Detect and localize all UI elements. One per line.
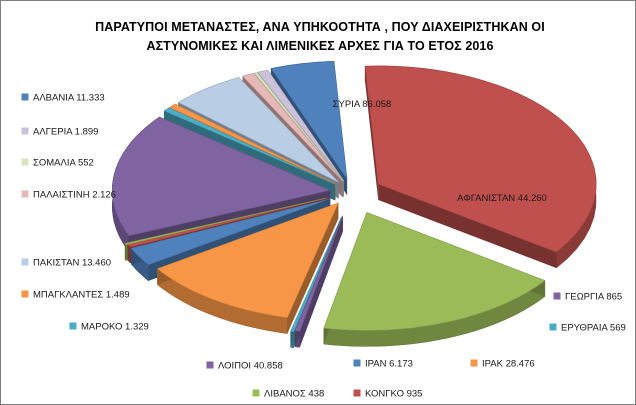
slice-ΑΦΓΑΝΙΣΤΑΝ	[323, 212, 546, 331]
slice-ΓΕΩΡΓΙΑ	[294, 215, 344, 332]
slice-label-ΚΟΝΓΚΟ: ΚΟΝΓΚΟ 935	[365, 389, 422, 400]
pie-labels: ΣΥΡΙΑ 86.058 ΑΦΓΑΝΙΣΤΑΝ 44.260 ΓΕΩΡΓΙΑ 865…	[21, 93, 626, 400]
slice-ΣΟΜΑΛΙΑ	[253, 72, 344, 182]
slice-ΜΑΡΟΚΟ	[163, 107, 336, 185]
legend-marker-ΙΡΑΚ	[470, 359, 478, 367]
legend-marker-ΣΟΜΑΛΙΑ	[21, 158, 29, 166]
chart-title: ΠΑΡΑΤΥΠΟΙ ΜΕΤΑΝΑΣΤΕΣ, ΑΝΑ ΥΠΗΚΟΟΤΗΤΑ , Π…	[40, 18, 600, 56]
slice-label-ΑΛΒΑΝΙΑ: ΑΛΒΑΝΙΑ 11.333	[33, 93, 105, 104]
slice-label-ΛΙΒΑΝΟΣ: ΛΙΒΑΝΟΣ 438	[264, 389, 324, 400]
slice-ΛΙΒΑΝΟΣ	[124, 197, 327, 246]
slice-label-ΜΠΑΓΚΛΑΝΤΕΣ: ΜΠΑΓΚΛΑΝΤΕΣ 1.489	[33, 290, 130, 301]
slice-face-4-0	[287, 202, 339, 334]
chart-title-line-1: ΠΑΡΑΤΥΠΟΙ ΜΕΤΑΝΑΣΤΕΣ, ΑΝΑ ΥΠΗΚΟΟΤΗΤΑ , Π…	[95, 20, 545, 34]
legend-marker-ΛΙΒΑΝΟΣ	[252, 389, 260, 397]
chart-title-line-2: ΑΣΤΥΝΟΜΙΚΕΣ ΚΑΙ ΛΙΜΕΝΙΚΕΣ ΑΡΧΕΣ ΓΙΑ ΤΟ Ε…	[146, 39, 494, 53]
slice-label-ΛΟΙΠΟΙ: ΛΟΙΠΟΙ 40.858	[218, 361, 283, 372]
slice-ΛΟΙΠΟΙ	[111, 116, 332, 237]
legend-marker-ΑΛΒΑΝΙΑ	[21, 93, 29, 101]
legend-marker-ΑΛΓΕΡΙΑ	[21, 127, 29, 135]
legend-marker-ΠΑΚΙΣΤΑΝ	[21, 258, 29, 266]
slice-ΕΡΥΘΡΑΙΑ	[290, 216, 342, 333]
slice-ΙΡΑΚ	[156, 202, 339, 318]
slice-label-ΓΕΩΡΓΙΑ: ΓΕΩΡΓΙΑ 865	[565, 292, 622, 303]
slice-label-ΑΦΓΑΝΙΣΤΑΝ: ΑΦΓΑΝΙΣΤΑΝ 44.260	[457, 193, 547, 204]
slice-ΑΛΓΕΡΙΑ	[257, 69, 345, 181]
slice-ΠΑΚΙΣΤΑΝ	[177, 77, 339, 183]
slice-ΣΥΡΙΑ	[364, 65, 597, 253]
pie-tops	[111, 60, 597, 333]
slice-face-0-1	[378, 183, 557, 269]
slice-label-ΜΑΡΟΚΟ: ΜΑΡΟΚΟ 1.329	[81, 322, 149, 333]
slice-label-ΠΑΚΙΣΤΑΝ: ΠΑΚΙΣΤΑΝ 13.460	[33, 258, 111, 269]
slice-label-ΣΥΡΙΑ: ΣΥΡΙΑ 86.058	[333, 99, 392, 110]
legend-marker-ΙΡΑΝ	[353, 359, 361, 367]
slice-label-ΙΡΑΚ: ΙΡΑΚ 28.476	[482, 359, 535, 370]
legend-marker-ΚΟΝΓΚΟ	[353, 389, 361, 397]
slice-label-ΣΟΜΑΛΙΑ: ΣΟΜΑΛΙΑ 552	[33, 158, 94, 169]
legend-marker-ΜΑΡΟΚΟ	[69, 322, 77, 330]
slice-ΜΠΑΓΚΛΑΝΤΕΣ	[168, 103, 336, 185]
slice-label-ΑΛΓΕΡΙΑ: ΑΛΓΕΡΙΑ 1.899	[33, 127, 98, 138]
legend-marker-ΓΕΩΡΓΙΑ	[553, 292, 561, 300]
legend-marker-ΛΟΙΠΟΙ	[206, 361, 214, 369]
slice-face-0-0	[365, 66, 379, 200]
slice-ΠΑΛΑΙΣΤΙΝΗ	[242, 72, 343, 182]
legend-marker-ΕΡΥΘΡΑΙΑ	[549, 323, 557, 331]
slice-label-ΕΡΥΘΡΑΙΑ: ΕΡΥΘΡΑΙΑ 569	[561, 323, 626, 334]
legend-marker-ΜΠΑΓΚΛΑΝΤΕΣ	[21, 290, 29, 298]
slice-label-ΙΡΑΝ: ΙΡΑΝ 6.173	[365, 359, 413, 370]
slice-ΙΡΑΝ	[130, 198, 330, 266]
slice-label-ΠΑΛΑΙΣΤΙΝΗ: ΠΑΛΑΙΣΤΙΝΗ 2.126	[33, 190, 116, 201]
legend-marker-ΠΑΛΑΙΣΤΙΝΗ	[21, 190, 29, 198]
slice-ΑΛΒΑΝΙΑ	[270, 60, 348, 180]
